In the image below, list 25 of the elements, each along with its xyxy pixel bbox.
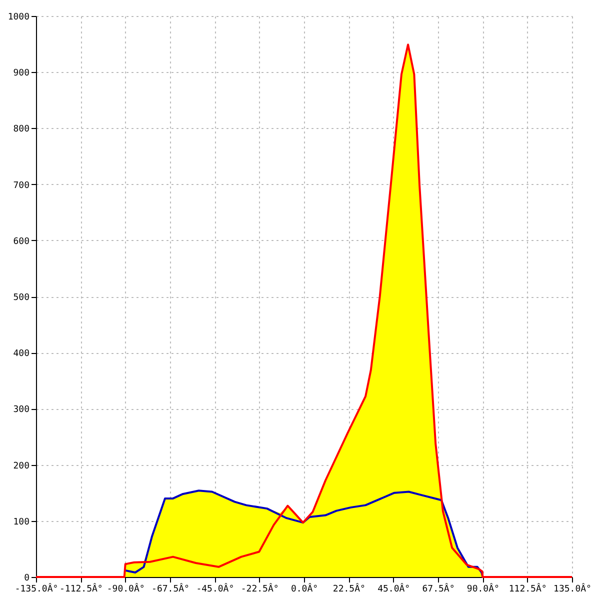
x-tick-label: 0.0Â° xyxy=(290,582,318,594)
x-tick-label: 135.0Â° xyxy=(554,582,592,594)
x-tick-label: -22.5Â° xyxy=(240,582,279,594)
y-tick-label: 800 xyxy=(13,124,30,135)
x-tick-label: -67.5Â° xyxy=(152,582,190,594)
y-tick-label: 400 xyxy=(13,349,30,360)
x-tick-label: 112.5Â° xyxy=(508,582,547,594)
line-series xyxy=(123,490,484,578)
x-tick-label: -135.0Â° xyxy=(14,582,58,594)
y-tick-label: 200 xyxy=(13,461,30,472)
y-tick-label: 600 xyxy=(13,236,30,247)
y-tick-label: 700 xyxy=(13,180,30,191)
x-tick-label: -45.0Â° xyxy=(196,582,234,594)
y-tick-label: 300 xyxy=(13,405,30,416)
y-tick-label: 900 xyxy=(13,68,30,79)
x-tick-label: 90.0Â° xyxy=(466,582,500,594)
x-tick-label: 45.0Â° xyxy=(378,582,410,594)
x-tick-label: 22.5Â° xyxy=(332,582,366,594)
y-tick-label: 500 xyxy=(13,293,30,303)
x-tick-label: 67.5Â° xyxy=(422,582,455,594)
x-tick-label: -90.0Â° xyxy=(106,582,145,594)
y-tick-label: 1000 xyxy=(8,12,30,22)
y-tick-label: 0 xyxy=(24,574,30,584)
x-tick-label: -112.5Â° xyxy=(59,582,103,594)
y-tick-label: 100 xyxy=(13,517,30,528)
